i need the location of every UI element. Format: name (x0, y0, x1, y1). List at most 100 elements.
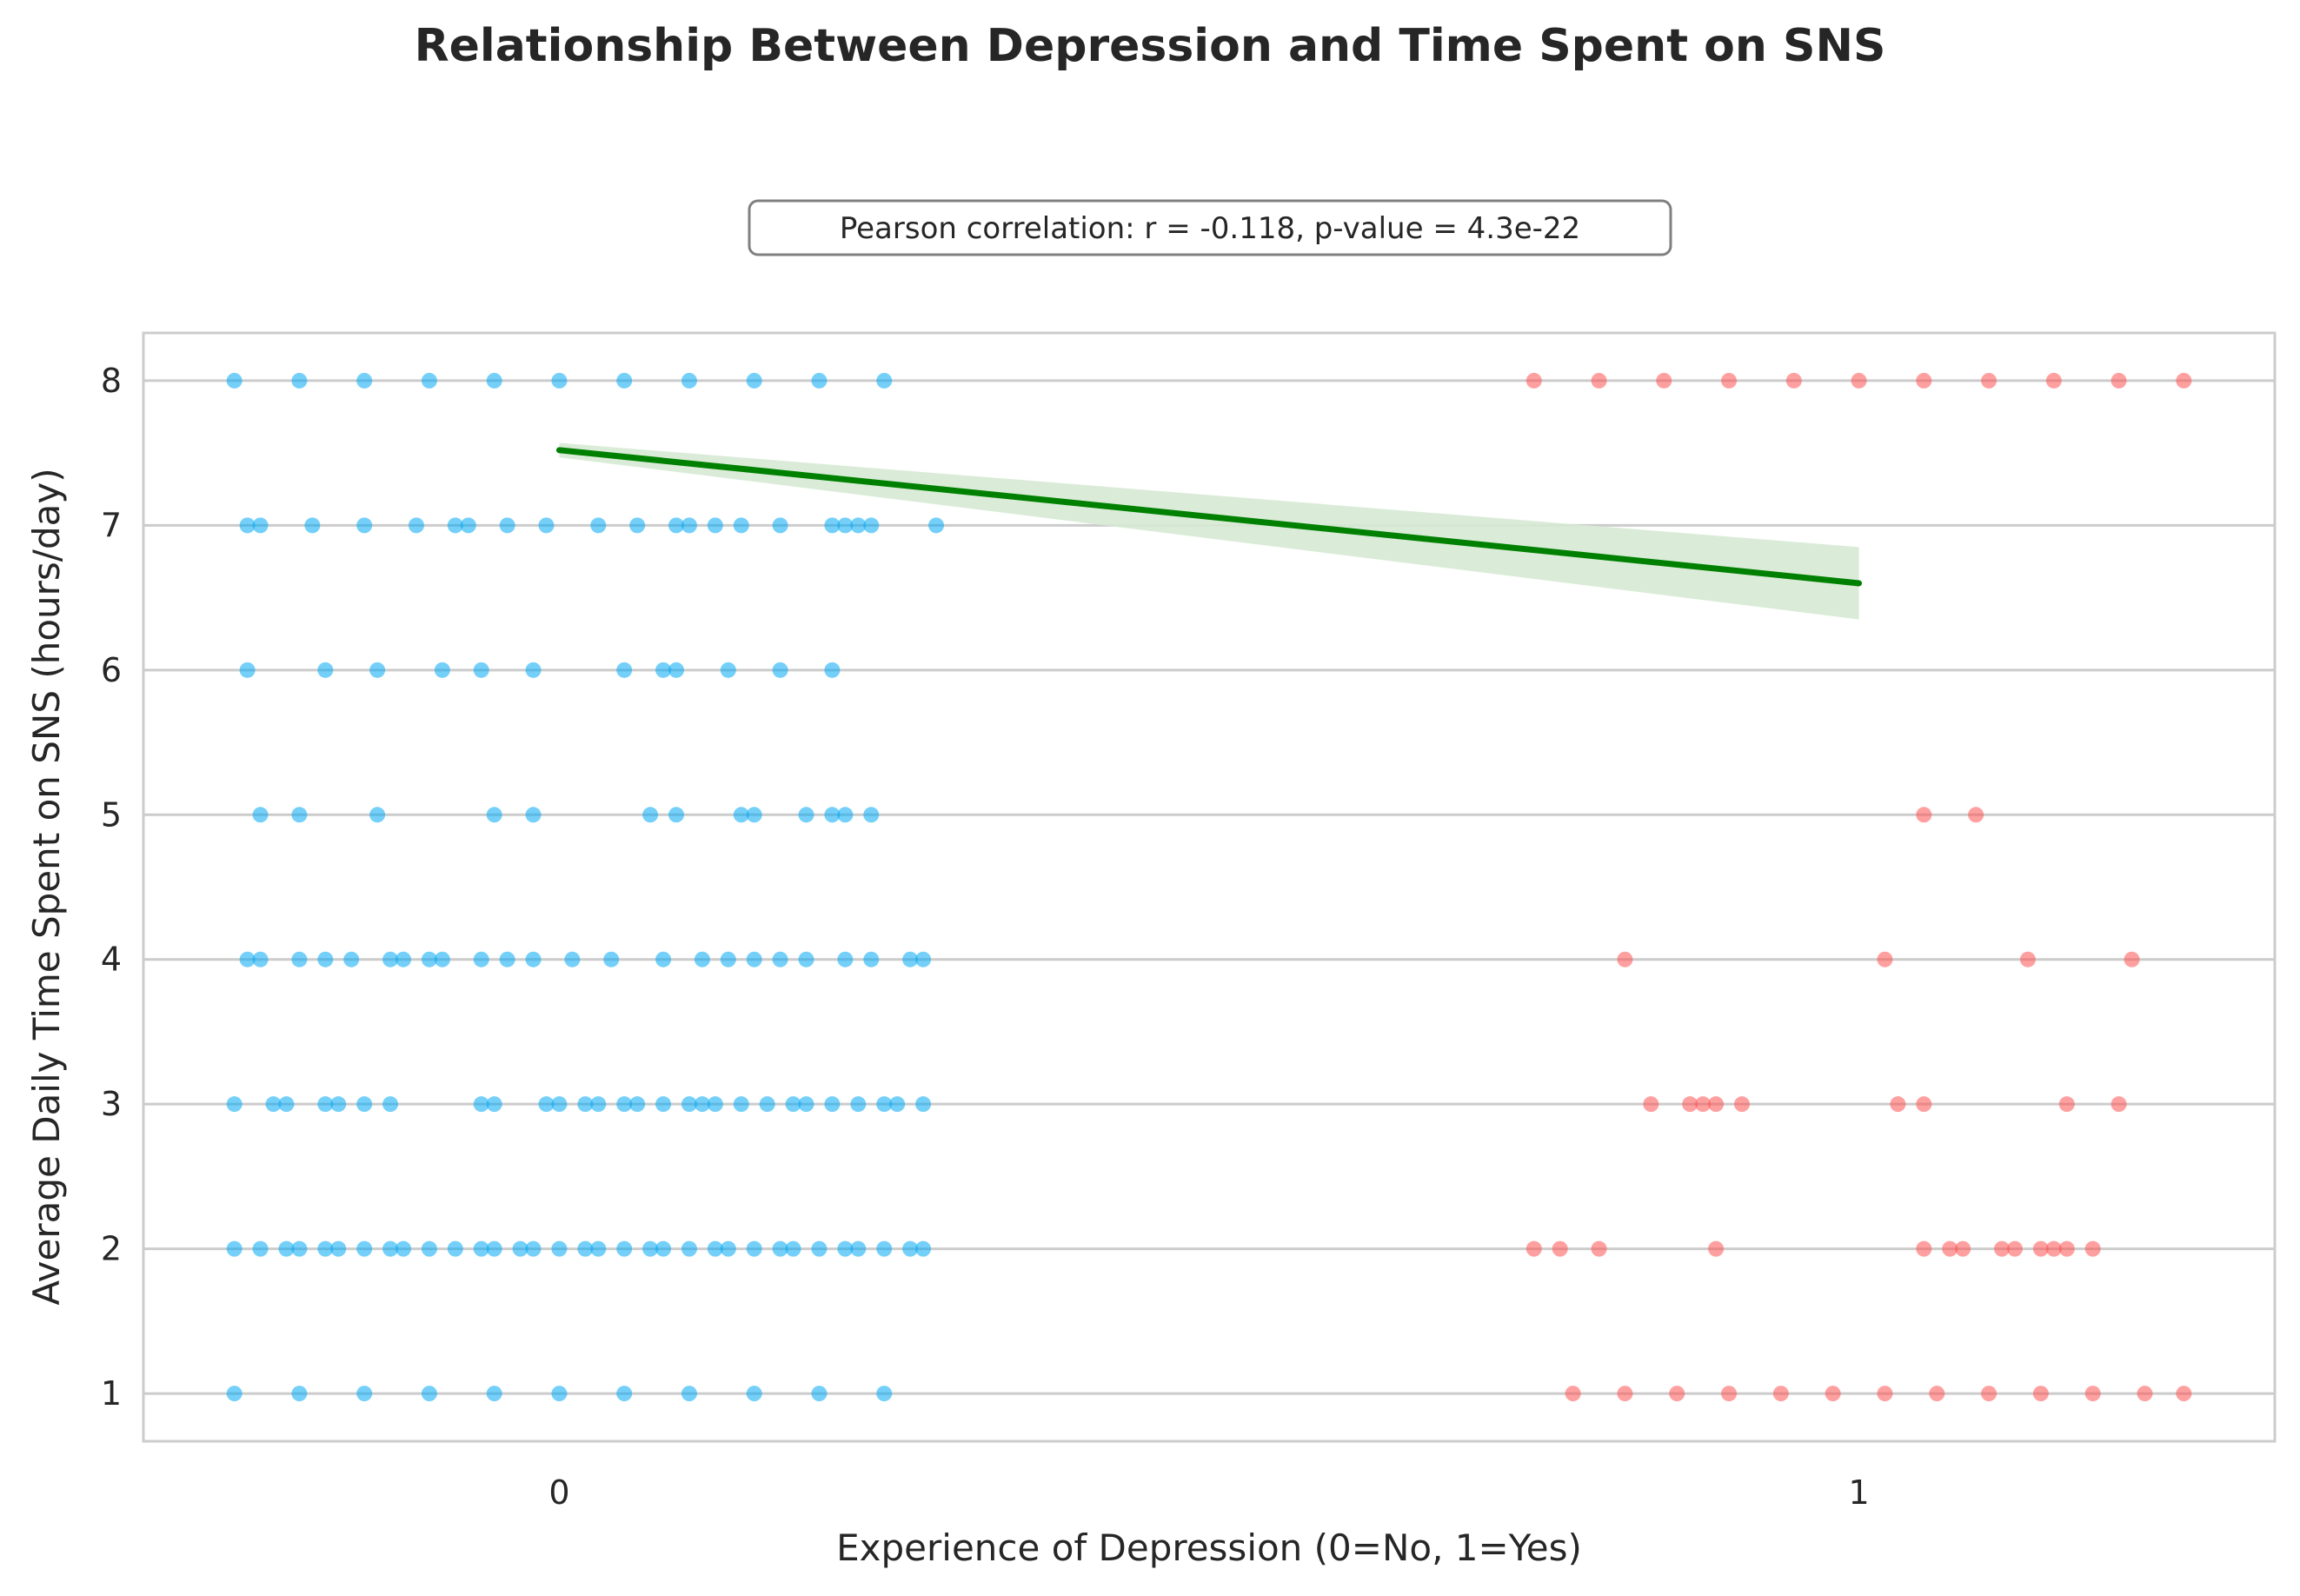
data-point (837, 807, 854, 823)
data-point (252, 517, 269, 534)
data-point (538, 1096, 555, 1113)
data-point (252, 807, 269, 823)
data-point (915, 1096, 932, 1113)
data-point (1981, 1386, 1998, 1402)
data-point (525, 951, 542, 968)
data-point (746, 951, 762, 968)
data-point (2111, 372, 2127, 389)
data-point (681, 517, 697, 534)
data-point (798, 1096, 814, 1113)
data-point (421, 1240, 437, 1257)
data-point (447, 517, 463, 534)
data-point (1669, 1386, 1685, 1402)
data-point (681, 372, 697, 389)
data-point (2058, 1096, 2075, 1113)
y-axis-ticks: 1 2 3 4 5 6 7 8 (101, 362, 122, 1413)
data-point (876, 1096, 893, 1113)
confidence-band (559, 442, 1859, 620)
data-point (317, 1240, 334, 1257)
data-point (1929, 1386, 1945, 1402)
data-point (785, 1096, 801, 1113)
y-tick-label: 7 (101, 506, 122, 544)
data-point (629, 517, 646, 534)
data-point (525, 662, 542, 678)
data-point (902, 1240, 919, 1257)
data-point (876, 1240, 893, 1257)
data-point (616, 1096, 633, 1113)
data-point (1617, 951, 1633, 968)
data-point (707, 1096, 723, 1113)
data-point (2006, 1240, 2023, 1257)
data-point (343, 951, 360, 968)
data-point (668, 662, 684, 678)
data-point (252, 1240, 269, 1257)
data-point (694, 951, 710, 968)
data-point (1785, 372, 1802, 389)
data-point (811, 1240, 828, 1257)
data-point (798, 807, 814, 823)
data-point (2084, 1386, 2101, 1402)
data-point (720, 951, 736, 968)
data-point (239, 517, 256, 534)
data-point (1617, 1386, 1633, 1402)
data-point (2032, 1240, 2049, 1257)
data-point (577, 1096, 594, 1113)
data-point (603, 951, 620, 968)
data-point (772, 951, 788, 968)
data-point (746, 807, 762, 823)
data-point (226, 1386, 243, 1402)
data-point (733, 517, 749, 534)
data-point (356, 1240, 373, 1257)
data-point (291, 372, 308, 389)
data-point (396, 1240, 412, 1257)
data-point (382, 1240, 399, 1257)
data-point (824, 1096, 841, 1113)
data-point (811, 1386, 828, 1402)
x-tick-label: 0 (548, 1473, 569, 1512)
data-point (681, 1240, 697, 1257)
data-point (824, 807, 841, 823)
data-point (1526, 372, 1542, 389)
data-point (837, 1240, 854, 1257)
data-point (590, 517, 607, 534)
regression-line (555, 447, 1863, 587)
data-point (291, 807, 308, 823)
data-point (2176, 372, 2192, 389)
y-tick-label: 4 (101, 941, 122, 979)
data-point (564, 951, 581, 968)
data-point (720, 662, 736, 678)
data-point (330, 1096, 347, 1113)
data-point (486, 1386, 502, 1402)
data-point (1851, 372, 1867, 389)
data-point (668, 517, 684, 534)
data-point (2137, 1386, 2153, 1402)
data-point (1916, 372, 1932, 389)
data-point (421, 1386, 437, 1402)
data-point (226, 1096, 243, 1113)
data-point (616, 1240, 633, 1257)
data-points (226, 372, 2192, 1402)
y-tick-label: 8 (101, 362, 122, 400)
data-point (356, 1386, 373, 1402)
data-point (525, 1240, 542, 1257)
data-point (486, 372, 502, 389)
data-point (499, 951, 515, 968)
data-point (1682, 1096, 1698, 1113)
data-point (369, 807, 386, 823)
data-point (486, 1240, 502, 1257)
data-point (837, 517, 854, 534)
data-point (850, 1240, 867, 1257)
data-point (759, 1096, 775, 1113)
data-point (538, 517, 555, 534)
data-point (876, 372, 893, 389)
x-axis-label: Experience of Depression (0=No, 1=Yes) (836, 1526, 1582, 1569)
data-point (915, 1240, 932, 1257)
data-point (772, 517, 788, 534)
data-point (1890, 1096, 1906, 1113)
data-point (850, 1096, 867, 1113)
data-point (733, 1096, 749, 1113)
data-point (785, 1240, 801, 1257)
data-point (1734, 1096, 1750, 1113)
data-point (642, 1240, 659, 1257)
data-point (746, 372, 762, 389)
